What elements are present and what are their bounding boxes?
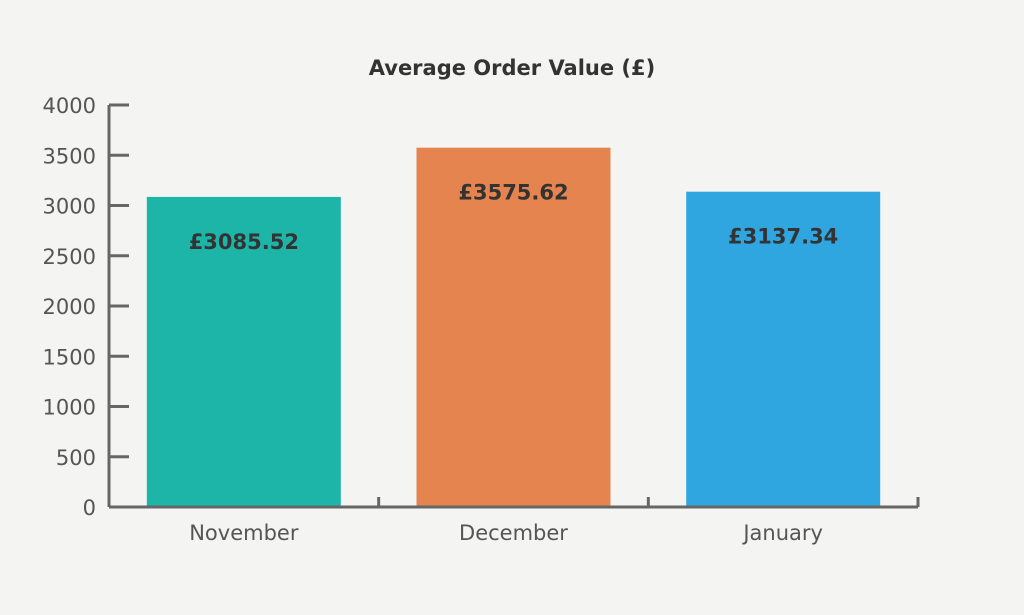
data-label-january: £3137.34 [728,225,838,249]
y-tick-label: 3000 [43,195,96,219]
bar-november [146,196,341,507]
y-tick-label: 4000 [43,94,96,118]
bar-december [416,147,611,507]
y-tick-label: 1000 [43,396,96,420]
y-tick-label: 3500 [43,144,96,168]
x-tick-label-january: January [741,521,823,545]
data-label-november: £3085.52 [189,230,299,254]
y-tick-label: 1500 [43,345,96,369]
y-tick-label: 2500 [43,245,96,269]
y-tick-label: 0 [83,496,96,520]
y-tick-label: 500 [56,446,96,470]
x-tick-label-november: November [189,521,299,545]
plot-area: 0 500 1000 1500 2000 2500 3000 3500 4000 November… [43,94,920,545]
y-tick-label: 2000 [43,295,96,319]
bar-january [686,191,881,507]
x-tick-label-december: December [459,521,568,545]
data-label-december: £3575.62 [458,181,568,205]
chart-title: Average Order Value (£) [369,56,655,80]
